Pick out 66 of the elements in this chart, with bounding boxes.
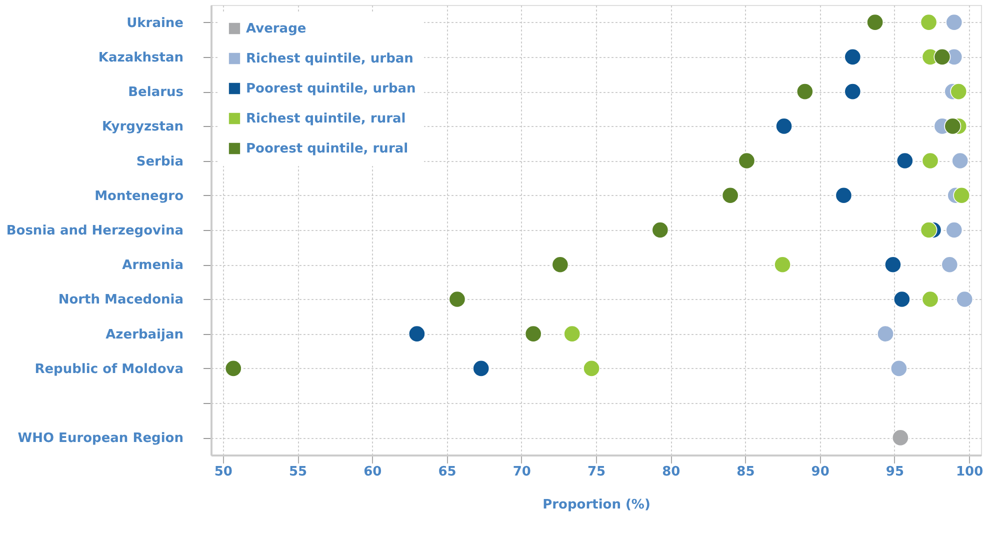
point	[946, 14, 963, 31]
point	[738, 152, 756, 170]
point	[950, 83, 968, 100]
point	[448, 290, 466, 308]
x-tick-label: 65	[438, 464, 456, 480]
point	[408, 325, 426, 342]
point	[922, 152, 939, 170]
point	[946, 222, 963, 238]
point	[896, 152, 914, 170]
point	[877, 325, 894, 342]
x-axis-title: Proportion (%)	[542, 498, 650, 512]
y-tick-label: Bosnia and Herzegovina	[6, 224, 184, 238]
point	[796, 83, 814, 100]
y-tick-label: North Macedonia	[58, 292, 184, 308]
legend-label: Richest quintile, rural	[246, 112, 406, 126]
point	[835, 186, 852, 204]
y-tick-label: Ukraine	[126, 16, 184, 31]
point	[472, 360, 490, 377]
point	[953, 186, 970, 204]
point	[652, 222, 669, 238]
y-tick-label: Azerbaijan	[106, 327, 184, 342]
legend-label: Average	[246, 22, 306, 36]
y-tick-label: Kyrgyzstan	[102, 120, 184, 135]
point	[722, 186, 739, 204]
point	[890, 360, 908, 377]
legend-label: Poorest quintile, urban	[246, 82, 416, 96]
x-tick-label: 50	[214, 464, 232, 480]
point	[941, 256, 958, 274]
x-tick-label: 95	[886, 464, 904, 480]
x-tick-label: 70	[512, 464, 531, 480]
point	[774, 256, 791, 274]
point	[934, 48, 951, 66]
point	[920, 222, 938, 238]
y-tick-label: Montenegro	[94, 188, 184, 204]
point	[224, 360, 242, 377]
x-tick-label: 75	[587, 464, 606, 480]
x-tick-label: 90	[811, 464, 830, 480]
point	[893, 290, 910, 308]
point	[952, 152, 969, 170]
point	[844, 48, 862, 66]
x-tick-label: 100	[956, 464, 984, 480]
legend-label: Poorest quintile, rural	[246, 142, 408, 156]
y-tick-label: WHO European Region	[18, 431, 184, 446]
y-tick-label: Serbia	[136, 154, 184, 170]
point	[866, 14, 884, 31]
y-tick-label: Republic of Moldova	[34, 362, 184, 377]
x-tick-label: 80	[662, 464, 680, 480]
point	[922, 290, 939, 308]
legend-label: Richest quintile, urban	[246, 52, 414, 66]
point	[583, 360, 600, 377]
point	[524, 325, 542, 342]
x-tick-label: 85	[736, 464, 755, 480]
point	[552, 256, 569, 274]
point	[884, 256, 902, 274]
x-tick-label: 60	[364, 464, 382, 480]
point	[920, 14, 938, 31]
y-tick-label: Belarus	[128, 85, 184, 100]
y-tick-label: Armenia	[122, 258, 184, 274]
point	[564, 325, 581, 342]
x-tick-label: 55	[289, 464, 308, 480]
point	[956, 290, 974, 308]
y-tick-label: Kazakhstan	[98, 50, 184, 66]
point	[892, 429, 909, 446]
point	[776, 118, 792, 135]
point	[844, 83, 862, 100]
point	[944, 118, 962, 135]
